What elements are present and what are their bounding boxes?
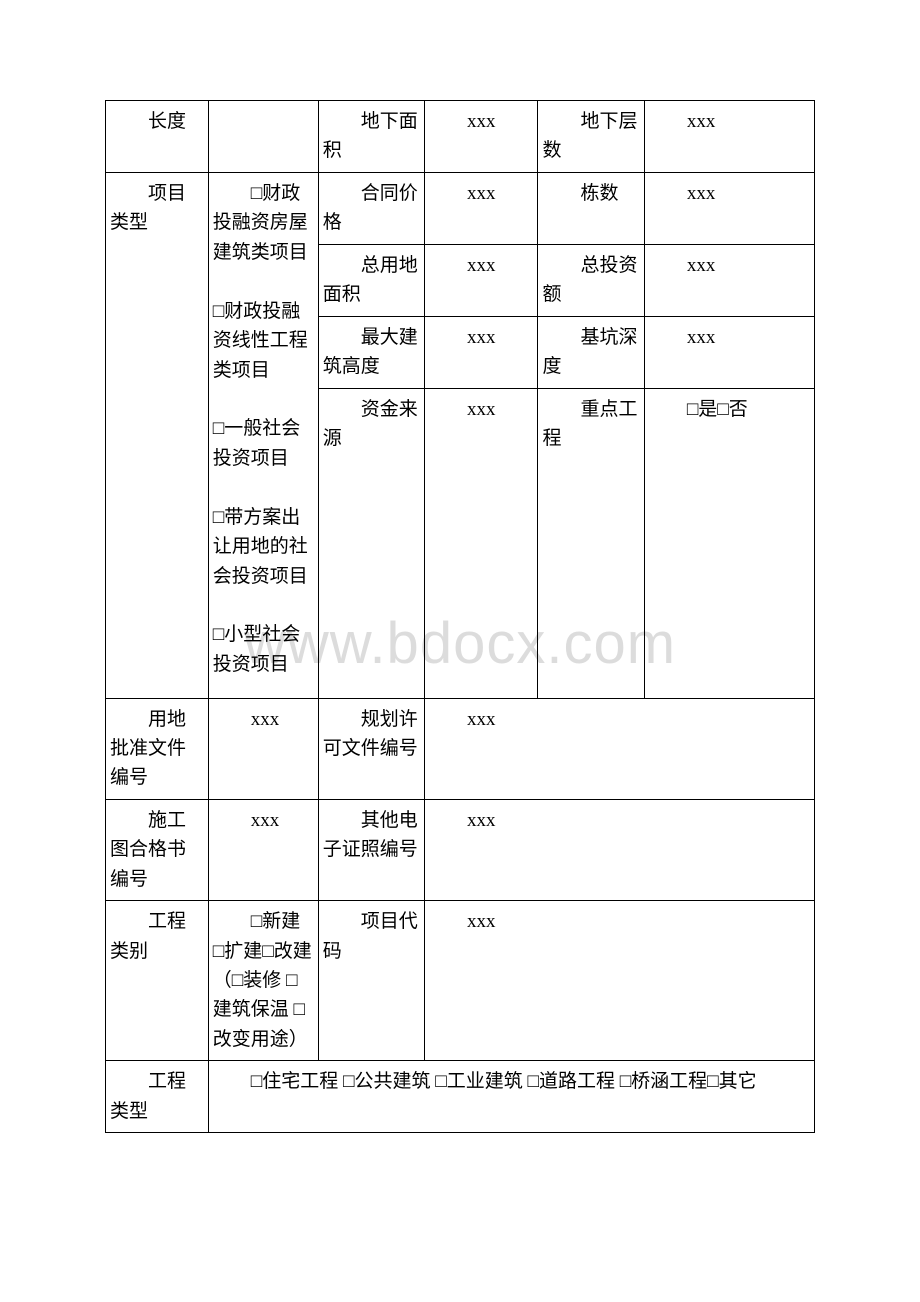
cell-underground-area-value: xxx <box>425 101 538 173</box>
cell-max-height-label: 最大建筑高度 <box>318 316 424 388</box>
cell-length-value <box>208 101 318 173</box>
cell-key-project-value: □是□否 <box>644 388 814 698</box>
table-row: 长度 地下面积 xxx 地下层数 xxx <box>106 101 815 173</box>
cell-funding-source-value: xxx <box>425 388 538 698</box>
cell-land-area-label: 总用地面积 <box>318 244 424 316</box>
cell-contract-price-value: xxx <box>425 172 538 244</box>
table-row: 工程类别 □新建 □扩建□改建（□装修 □建筑保温 □改变用途） 项目代码 xx… <box>106 901 815 1061</box>
cell-underground-floors-label: 地下层数 <box>538 101 644 173</box>
cell-total-investment-value: xxx <box>644 244 814 316</box>
cell-project-type-label: 项目类型 <box>106 172 209 698</box>
cell-building-count-value: xxx <box>644 172 814 244</box>
cell-other-cert-label: 其他电子证照编号 <box>318 799 424 900</box>
cell-underground-area-label: 地下面积 <box>318 101 424 173</box>
cell-key-project-label: 重点工程 <box>538 388 644 698</box>
cell-project-category-label: 工程类别 <box>106 901 209 1061</box>
cell-planning-permit-value: xxx <box>425 698 815 799</box>
cell-length-label: 长度 <box>106 101 209 173</box>
table-row: 用地批准文件编号 xxx 规划许可文件编号 xxx <box>106 698 815 799</box>
form-table: 长度 地下面积 xxx 地下层数 xxx 项目类型 □财政投融资房屋建筑类项目 … <box>105 100 815 1133</box>
cell-building-count-label: 栋数 <box>538 172 644 244</box>
cell-total-investment-label: 总投资额 <box>538 244 644 316</box>
cell-other-cert-value: xxx <box>425 799 815 900</box>
cell-project-kind-options: □住宅工程 □公共建筑 □工业建筑 □道路工程 □桥涵工程□其它 <box>208 1061 814 1133</box>
document-page: 长度 地下面积 xxx 地下层数 xxx 项目类型 □财政投融资房屋建筑类项目 … <box>0 0 920 1233</box>
cell-max-height-value: xxx <box>425 316 538 388</box>
cell-construction-cert-value: xxx <box>208 799 318 900</box>
table-row: 项目类型 □财政投融资房屋建筑类项目 □财政投融资线性工程类项目 □一般社会投资… <box>106 172 815 244</box>
cell-construction-cert-label: 施工图合格书编号 <box>106 799 209 900</box>
cell-contract-price-label: 合同价格 <box>318 172 424 244</box>
cell-land-approval-value: xxx <box>208 698 318 799</box>
cell-land-approval-label: 用地批准文件编号 <box>106 698 209 799</box>
cell-funding-source-label: 资金来源 <box>318 388 424 698</box>
table-row: 工程类型 □住宅工程 □公共建筑 □工业建筑 □道路工程 □桥涵工程□其它 <box>106 1061 815 1133</box>
cell-pit-depth-value: xxx <box>644 316 814 388</box>
cell-project-code-value: xxx <box>425 901 815 1061</box>
table-row: 施工图合格书编号 xxx 其他电子证照编号 xxx <box>106 799 815 900</box>
cell-planning-permit-label: 规划许可文件编号 <box>318 698 424 799</box>
cell-pit-depth-label: 基坑深度 <box>538 316 644 388</box>
cell-project-category-options: □新建 □扩建□改建（□装修 □建筑保温 □改变用途） <box>208 901 318 1061</box>
cell-land-area-value: xxx <box>425 244 538 316</box>
cell-project-code-label: 项目代码 <box>318 901 424 1061</box>
cell-project-type-options: □财政投融资房屋建筑类项目 □财政投融资线性工程类项目 □一般社会投资项目 □带… <box>208 172 318 698</box>
cell-underground-floors-value: xxx <box>644 101 814 173</box>
cell-project-kind-label: 工程类型 <box>106 1061 209 1133</box>
